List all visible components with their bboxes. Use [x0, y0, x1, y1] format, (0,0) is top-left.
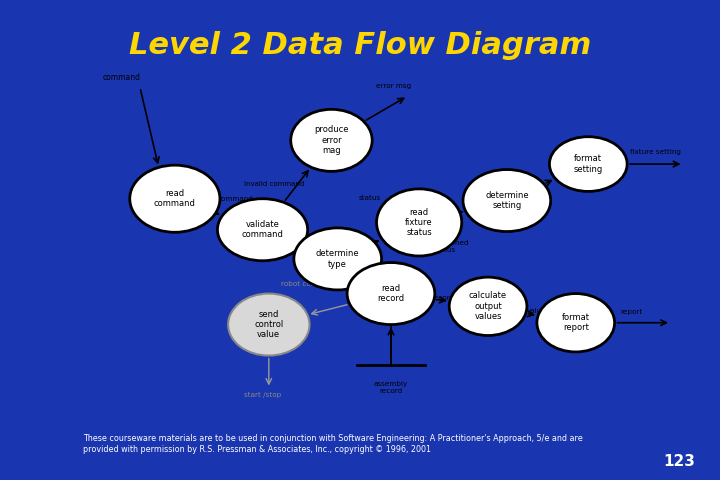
Ellipse shape	[537, 294, 615, 352]
Text: format
report: format report	[562, 313, 590, 333]
Text: command: command	[102, 72, 140, 82]
Text: determine
type: determine type	[316, 249, 359, 269]
Text: raw setting: raw setting	[482, 204, 523, 210]
Text: invalid command: invalid command	[244, 180, 304, 187]
Text: read
command: read command	[154, 189, 196, 208]
Text: format
setting: format setting	[574, 155, 603, 174]
Text: values: values	[527, 308, 550, 313]
Ellipse shape	[463, 169, 551, 231]
Ellipse shape	[291, 109, 372, 171]
Text: send
control
value: send control value	[254, 310, 284, 339]
Text: determine
setting: determine setting	[485, 191, 528, 210]
Text: command: command	[217, 196, 253, 202]
Text: calculate
output
values: calculate output values	[469, 291, 507, 321]
Text: read
record: read record	[377, 284, 405, 303]
Ellipse shape	[347, 263, 435, 324]
Text: fixture setting: fixture setting	[630, 149, 681, 155]
Ellipse shape	[449, 277, 527, 336]
Text: These courseware materials are to be used in conjunction with Software Engineeri: These courseware materials are to be use…	[83, 434, 582, 454]
Text: read
fixture
status: read fixture status	[405, 207, 433, 237]
Text: validate
command: validate command	[242, 220, 284, 240]
Ellipse shape	[549, 137, 627, 192]
Ellipse shape	[130, 165, 220, 232]
Text: combined
status: combined status	[433, 240, 469, 252]
Ellipse shape	[217, 199, 307, 261]
Ellipse shape	[228, 294, 310, 356]
Text: assembly
record: assembly record	[374, 381, 408, 394]
Text: start /stop: start /stop	[244, 392, 281, 397]
Text: error msg: error msg	[377, 83, 412, 89]
Text: Level 2 Data Flow Diagram: Level 2 Data Flow Diagram	[129, 31, 591, 60]
Text: record: record	[432, 295, 455, 301]
Text: report: report	[621, 310, 643, 315]
Text: 123: 123	[663, 454, 695, 468]
Ellipse shape	[294, 228, 382, 290]
Ellipse shape	[377, 189, 462, 256]
Text: status: status	[359, 195, 381, 201]
Text: produce
error
mag: produce error mag	[314, 125, 348, 155]
Text: robot control: robot control	[282, 281, 328, 287]
